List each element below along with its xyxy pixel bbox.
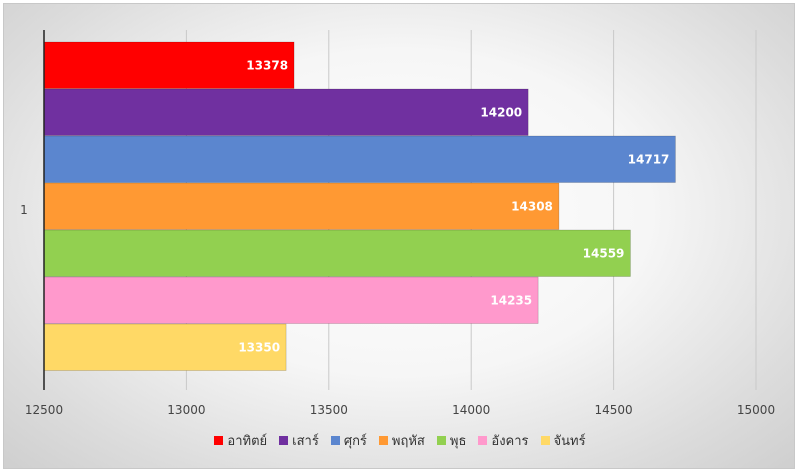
legend-label: อาทิตย์ xyxy=(227,433,268,449)
legend-entry: อังคาร xyxy=(478,430,529,451)
data-label: 14235 xyxy=(490,293,532,307)
data-label: 14717 xyxy=(628,152,670,166)
bar xyxy=(43,182,560,230)
x-tick-label: 14500 xyxy=(595,403,633,417)
legend-label: ศุกร์ xyxy=(343,433,367,449)
category-label: 1 xyxy=(20,203,28,217)
bar xyxy=(43,276,539,324)
x-tick-label: 13000 xyxy=(167,403,205,417)
bars: 13378 14200 14717 14308 14559 14235 13350 xyxy=(43,41,676,371)
x-tick-label: 15000 xyxy=(737,403,775,417)
legend-swatch xyxy=(540,435,550,445)
legend-swatch xyxy=(436,435,446,445)
legend-label: พุธ xyxy=(449,433,467,449)
x-tick-label: 12500 xyxy=(25,403,63,417)
x-axis-ticks: 12500 13000 13500 14000 14500 15000 xyxy=(25,403,775,417)
data-label: 14200 xyxy=(480,105,522,119)
legend-entry: อาทิตย์ xyxy=(214,430,267,451)
data-label: 14308 xyxy=(511,199,553,213)
legend-swatch xyxy=(378,435,388,445)
data-label: 13378 xyxy=(246,58,288,72)
x-tick-label: 14000 xyxy=(452,403,490,417)
legend-swatch xyxy=(214,435,224,445)
legend: อาทิตย์ เสาร์ ศุกร์ พฤหัส พุธ อังคาร จันทร์ xyxy=(0,427,800,453)
legend-entry: พฤหัส xyxy=(378,430,425,451)
legend-entry: พุธ xyxy=(436,430,467,451)
bar xyxy=(43,323,287,371)
legend-swatch xyxy=(478,435,488,445)
legend-label: พฤหัส xyxy=(391,433,425,449)
x-tick-label: 13500 xyxy=(310,403,348,417)
legend-swatch xyxy=(330,435,340,445)
data-label: 14559 xyxy=(583,246,625,260)
bar xyxy=(43,88,529,136)
bar xyxy=(43,135,676,183)
legend-entry: ศุกร์ xyxy=(330,430,367,451)
legend-entry: จันทร์ xyxy=(540,430,586,451)
data-label: 13350 xyxy=(238,340,280,354)
legend-swatch xyxy=(279,435,289,445)
legend-entry: เสาร์ xyxy=(279,430,319,451)
bar xyxy=(43,229,631,277)
legend-label: เสาร์ xyxy=(292,433,319,449)
legend-label: อังคาร xyxy=(491,433,529,449)
legend-label: จันทร์ xyxy=(553,433,586,449)
